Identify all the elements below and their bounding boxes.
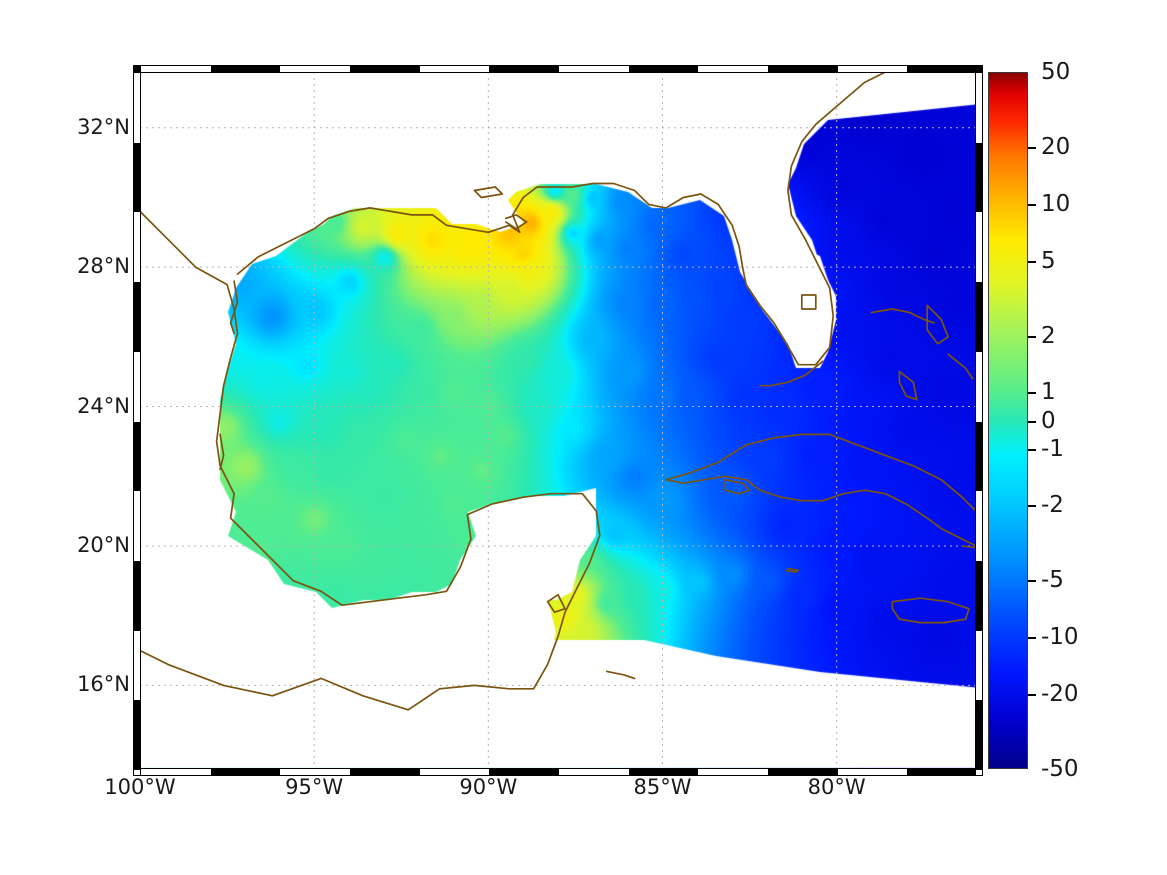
colorbar-gradient: [988, 72, 1028, 769]
colorbar-tick-mark: [1028, 693, 1036, 696]
colorbar-tick-label: -10: [1041, 624, 1079, 651]
y-axis-tick-label: 28°N: [77, 254, 130, 279]
map-border-band-right: [975, 65, 983, 776]
x-axis-tick-label: 95°W: [285, 775, 344, 799]
colorbar-tick-label: -1: [1041, 435, 1064, 462]
colorbar-tick-label: -5: [1041, 567, 1064, 594]
colorbar-tick-mark: [1028, 580, 1036, 583]
colorbar-tick-label: 0: [1041, 407, 1056, 434]
map-border-band-top: [133, 65, 983, 73]
map-plot-area: [140, 72, 976, 769]
colorbar-tick-mark: [1028, 637, 1036, 640]
coastline-layer: [140, 72, 976, 711]
y-axis-tick-label: 24°N: [77, 393, 130, 418]
colorbar-tick-mark: [1028, 203, 1036, 206]
colorbar-tick-label: 1: [1041, 379, 1056, 406]
x-axis-tick-label: 80°W: [807, 775, 866, 799]
x-axis-tick-label: 85°W: [633, 775, 692, 799]
colorbar-tick-label: 2: [1041, 322, 1056, 349]
map-gridlines: [140, 72, 976, 769]
colorbar-tick-mark: [1028, 260, 1036, 263]
x-axis-tick-label: 90°W: [459, 775, 518, 799]
y-axis-tick-label: 32°N: [77, 114, 130, 139]
colorbar: 50 20 10 5 2 1 0 -1 -2 -5 -10 -20 -50: [988, 59, 1079, 782]
colorbar-tick-label: -2: [1041, 492, 1064, 519]
colorbar-tick-mark: [1028, 420, 1036, 423]
colorbar-tick-mark: [1028, 147, 1036, 150]
colorbar-tick-mark: [1028, 448, 1036, 451]
colorbar-tick-mark: [1028, 335, 1036, 338]
colorbar-tick-label: 50: [1041, 59, 1071, 85]
map-border-band-bottom: [133, 768, 983, 776]
colorbar-tick-label: 5: [1041, 247, 1056, 274]
colorbar-tick-label: 10: [1041, 190, 1071, 217]
y-axis-tick-label: 20°N: [77, 532, 130, 557]
colorbar-tick-label: 20: [1041, 134, 1071, 161]
y-axis-tick-label: 16°N: [77, 672, 130, 697]
colorbar-tick-label: -20: [1041, 680, 1079, 707]
colorbar-tick-mark: [1028, 392, 1036, 395]
colorbar-tick-label: -50: [1041, 756, 1079, 782]
map-border-band-left: [133, 65, 141, 776]
x-axis-tick-label: 100°W: [104, 775, 176, 799]
colorbar-tick-mark: [1028, 505, 1036, 508]
